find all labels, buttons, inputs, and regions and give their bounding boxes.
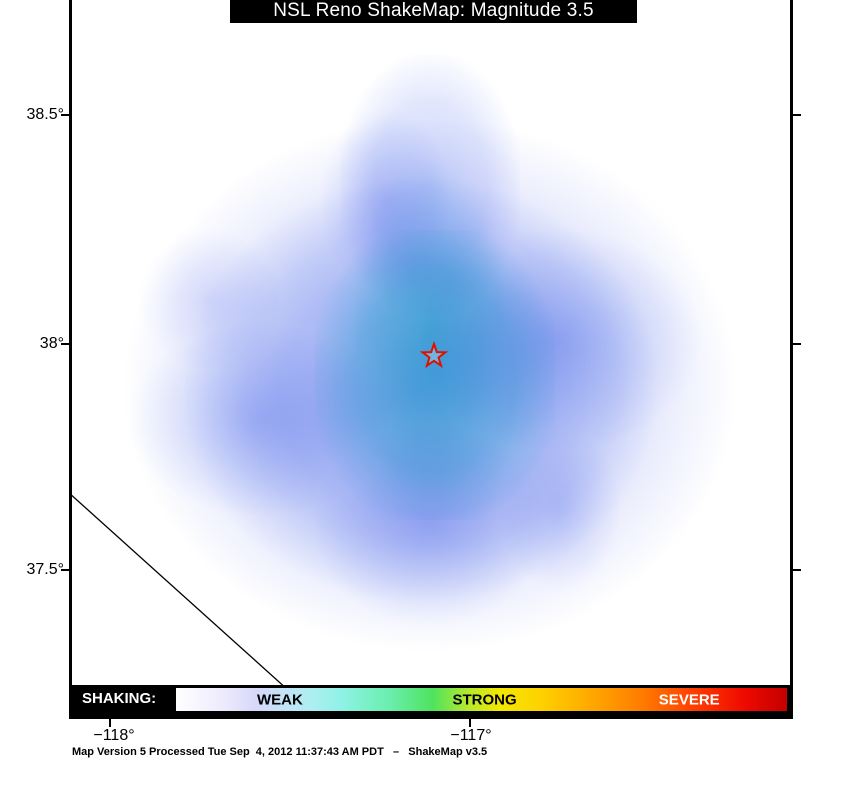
terrain-relief	[72, 0, 790, 688]
lat-label-38: 38°	[39, 335, 64, 352]
lon-tick	[109, 719, 111, 727]
lon-tick	[469, 719, 471, 727]
shakemap-canvas: NSL Reno ShakeMap: Magnitude 3.5	[72, 0, 790, 688]
lat-tick	[61, 114, 69, 116]
legend-level-strong: STRONG	[452, 691, 517, 708]
map-title: NSL Reno ShakeMap: Magnitude 3.5	[230, 0, 637, 23]
legend-level-severe: SEVERE	[658, 691, 720, 708]
lon-label-117: −117°	[450, 727, 492, 744]
lat-label-38-5: 38.5°	[26, 106, 64, 123]
lat-tick	[793, 114, 801, 116]
lon-label-118: −118°	[93, 727, 135, 744]
lat-tick	[793, 343, 801, 345]
map-version-note: Map Version 5 Processed Tue Sep 4, 2012 …	[72, 746, 488, 758]
shaking-legend: SHAKING: WEAK STRONG SEVERE	[72, 685, 790, 716]
legend-shaking-label: SHAKING:	[82, 690, 157, 707]
lat-tick	[61, 343, 69, 345]
map-frame: NSL Reno ShakeMap: Magnitude 3.5 SHAKING…	[69, 0, 793, 719]
shaking-color-scale: WEAK STRONG SEVERE	[175, 687, 788, 712]
lat-tick	[61, 569, 69, 571]
lat-label-37-5: 37.5°	[26, 561, 64, 578]
legend-level-weak: WEAK	[256, 691, 303, 708]
lat-tick	[793, 569, 801, 571]
